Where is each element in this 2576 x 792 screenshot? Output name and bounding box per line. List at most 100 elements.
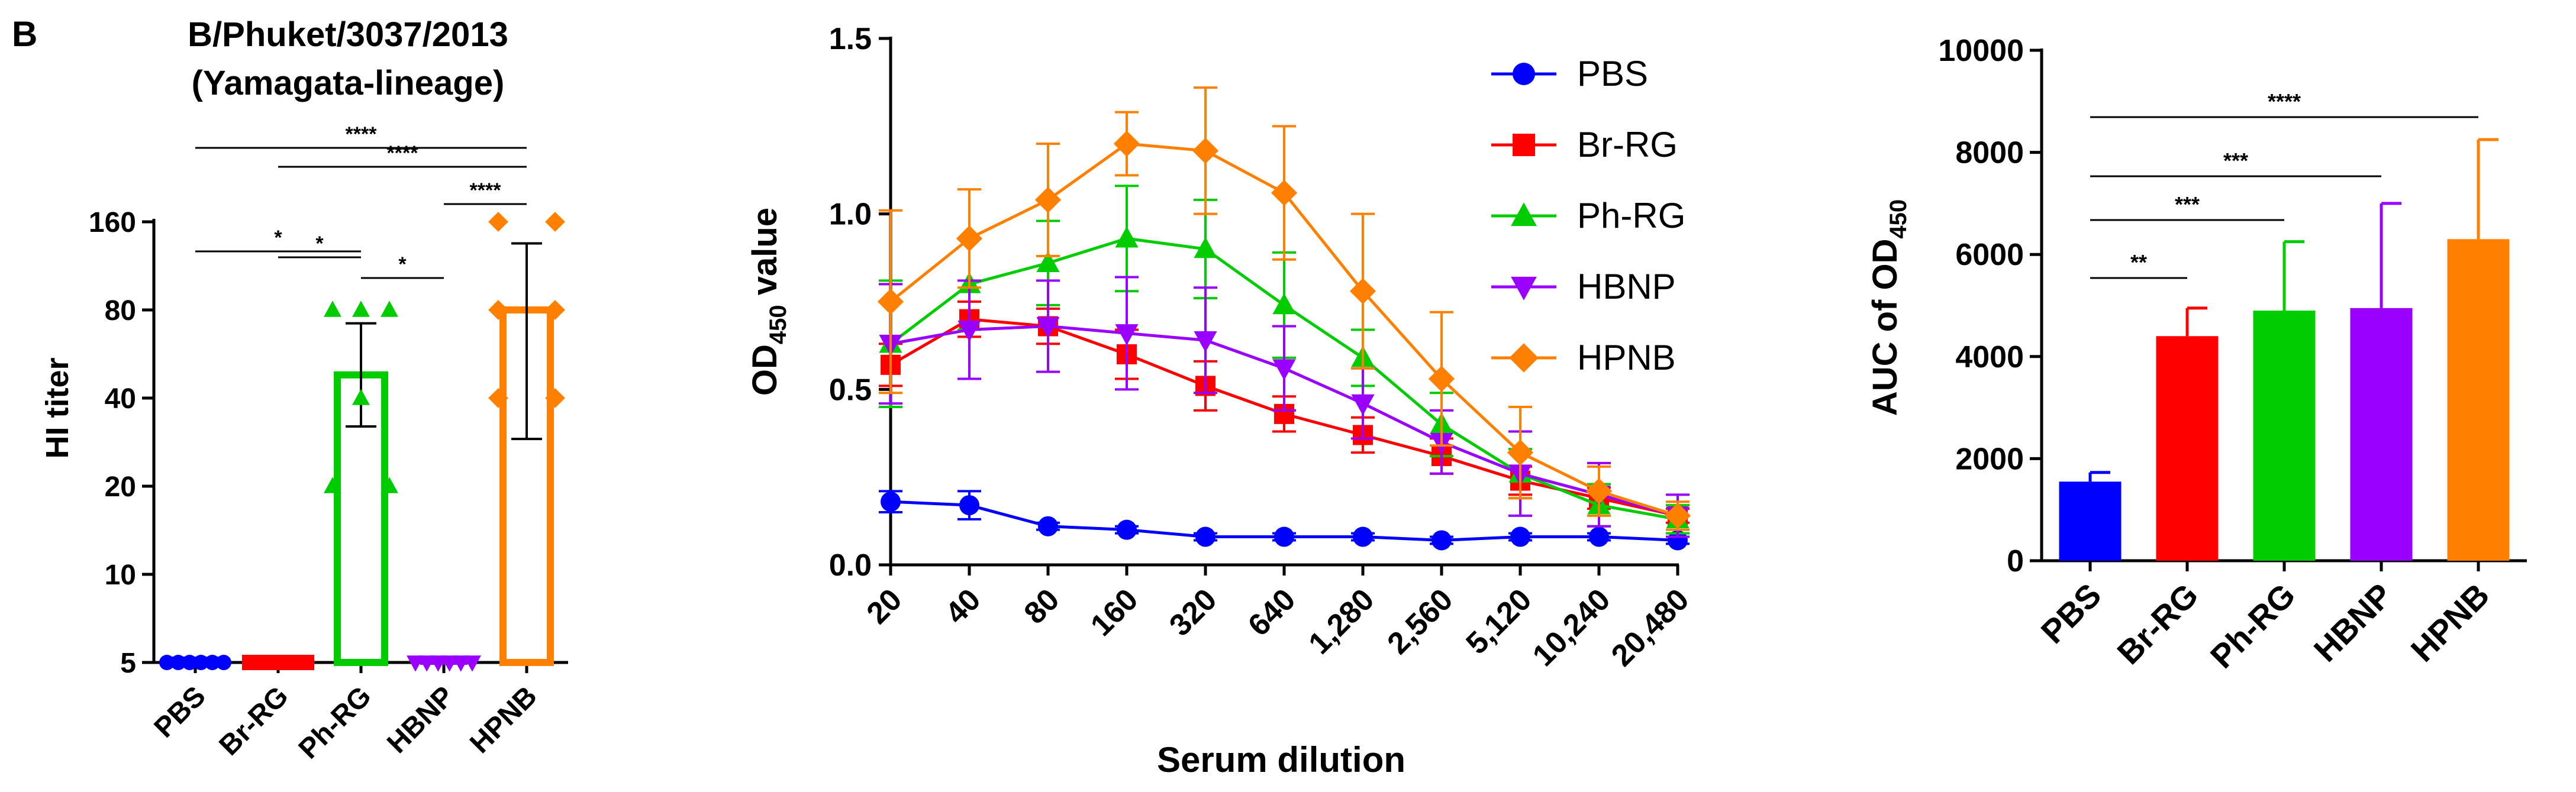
hi-point-hpnb	[545, 300, 565, 320]
od-point-hbnp	[1036, 317, 1060, 338]
od-point-hpnb	[1271, 179, 1298, 206]
hi-point-pbs	[182, 655, 198, 670]
od-x-tick-label: 160	[1084, 582, 1144, 642]
hi-point-br-rg	[299, 655, 314, 670]
od-x-tick-label: 40	[939, 582, 988, 631]
hi-point-pbs	[216, 655, 231, 670]
hi-title-line1: B/Phuket/3037/2013	[188, 15, 508, 54]
legend-label-hbnp: HBNP	[1577, 267, 1676, 306]
hi-title-line2: (Yamagata-lineage)	[192, 64, 505, 102]
hi-point-ph-rg	[381, 477, 398, 493]
auc-sig-label: ****	[2268, 89, 2301, 114]
od-point-pbs	[1589, 526, 1609, 547]
auc-y-tick-label: 8000	[1955, 136, 2024, 170]
od-point-hbnp	[1351, 394, 1375, 416]
od-point-pbs	[1117, 519, 1137, 540]
od-point-hpnb	[1585, 478, 1613, 505]
hi-point-hpnb	[545, 212, 565, 232]
od-y-label-sub: 450	[765, 305, 791, 344]
hi-point-pbs	[159, 655, 175, 670]
hi-x-tick-label: PBS	[149, 680, 212, 743]
hi-point-hbnp	[463, 655, 481, 672]
auc-bar-ph-rg	[2253, 311, 2316, 561]
od-y-label-suffix: value	[746, 208, 784, 305]
od-y-label-main: OD	[746, 344, 784, 396]
legend-marker-pbs	[1513, 63, 1535, 85]
od-point-pbs	[1274, 526, 1294, 547]
od-x-axis-label: Serum dilution	[1157, 740, 1405, 780]
hi-point-ph-rg	[352, 300, 370, 317]
od-x-tick-label: 10,240	[1526, 582, 1617, 673]
od-point-hbnp	[1194, 331, 1217, 353]
auc-x-tick-label: Br-RG	[2110, 576, 2205, 671]
od-y-tick-label: 0.5	[829, 373, 872, 407]
auc-y-tick-label: 4000	[1955, 340, 2024, 374]
hi-x-tick-label: HPNB	[464, 680, 543, 759]
hi-point-hbnp	[440, 655, 459, 672]
od-y-axis-label: OD450 value	[746, 208, 791, 396]
hi-point-hpnb	[488, 300, 508, 320]
od-x-tick-label: 80	[1018, 582, 1066, 631]
od-x-tick-label: 640	[1242, 582, 1302, 642]
od-point-hpnb	[1428, 366, 1455, 392]
od-point-pbs	[1195, 526, 1216, 547]
od-x-tick-label: 20,480	[1605, 582, 1695, 673]
auc-y-tick-label: 2000	[1955, 442, 2024, 476]
legend-label-hpnb: HPNB	[1577, 338, 1676, 377]
od-point-hbnp	[1272, 359, 1296, 381]
od-point-ph-rg	[1115, 226, 1139, 248]
hi-y-tick-label: 20	[105, 471, 136, 503]
od-point-hpnb	[1034, 186, 1062, 214]
od-point-hbnp	[957, 321, 981, 342]
hi-point-hpnb	[545, 388, 565, 408]
hi-point-pbs	[193, 655, 209, 670]
legend-label-pbs: PBS	[1577, 54, 1648, 93]
hi-x-tick-label: HBNP	[381, 680, 460, 759]
hi-point-hpnb	[488, 388, 508, 408]
hi-point-hbnp	[429, 655, 447, 672]
hi-sig-label: *	[274, 227, 282, 249]
auc-bar-hpnb	[2447, 239, 2510, 561]
auc-sig-label: ***	[2223, 148, 2248, 173]
auc-x-tick-label: HBNP	[2307, 576, 2400, 669]
hi-point-ph-rg	[381, 300, 398, 317]
hi-point-hbnp	[452, 655, 470, 672]
auc-bar-br-rg	[2156, 336, 2219, 561]
auc-y-label-main: AUC of OD	[1866, 239, 1904, 416]
hi-sig-label: ****	[387, 142, 419, 164]
od-point-hpnb	[1113, 130, 1140, 157]
hi-point-ph-rg	[324, 300, 341, 317]
hi-y-tick-label: 160	[89, 207, 136, 238]
od-point-pbs	[1038, 516, 1058, 536]
od-point-ph-rg	[1036, 251, 1060, 273]
hi-sig-label: ****	[470, 179, 502, 202]
od-point-pbs	[959, 495, 979, 516]
od-point-ph-rg	[1194, 237, 1217, 258]
legend-marker-ph-rg	[1511, 202, 1537, 227]
hi-y-tick-label: 40	[105, 383, 136, 415]
legend-marker-hbnp	[1511, 276, 1537, 300]
hi-point-ph-rg	[324, 477, 341, 493]
od-point-pbs	[1510, 526, 1530, 547]
auc-sig-label: **	[2130, 250, 2147, 274]
od-x-tick-label: 2,560	[1381, 582, 1459, 661]
auc-y-axis-label: AUC of OD450	[1866, 199, 1911, 416]
od-point-pbs	[1432, 530, 1452, 551]
hi-sig-label: *	[315, 232, 324, 255]
auc-bar-hbnp	[2350, 308, 2413, 561]
auc-y-tick-label: 10000	[1938, 34, 2024, 68]
legend-marker-br-rg	[1513, 134, 1535, 156]
auc-sig-label: ***	[2175, 192, 2200, 216]
hi-y-tick-label: 10	[105, 560, 136, 591]
hi-x-tick-label: Ph-RG	[293, 680, 378, 765]
legend-marker-hpnb	[1509, 343, 1539, 373]
od-point-pbs	[1668, 530, 1688, 551]
auc-y-tick-label: 6000	[1955, 238, 2024, 272]
auc-x-tick-label: Ph-RG	[2203, 576, 2303, 675]
hi-x-tick-label: Br-RG	[213, 680, 294, 761]
od-x-tick-label: 320	[1163, 582, 1223, 642]
hi-sig-label: ****	[346, 123, 378, 146]
